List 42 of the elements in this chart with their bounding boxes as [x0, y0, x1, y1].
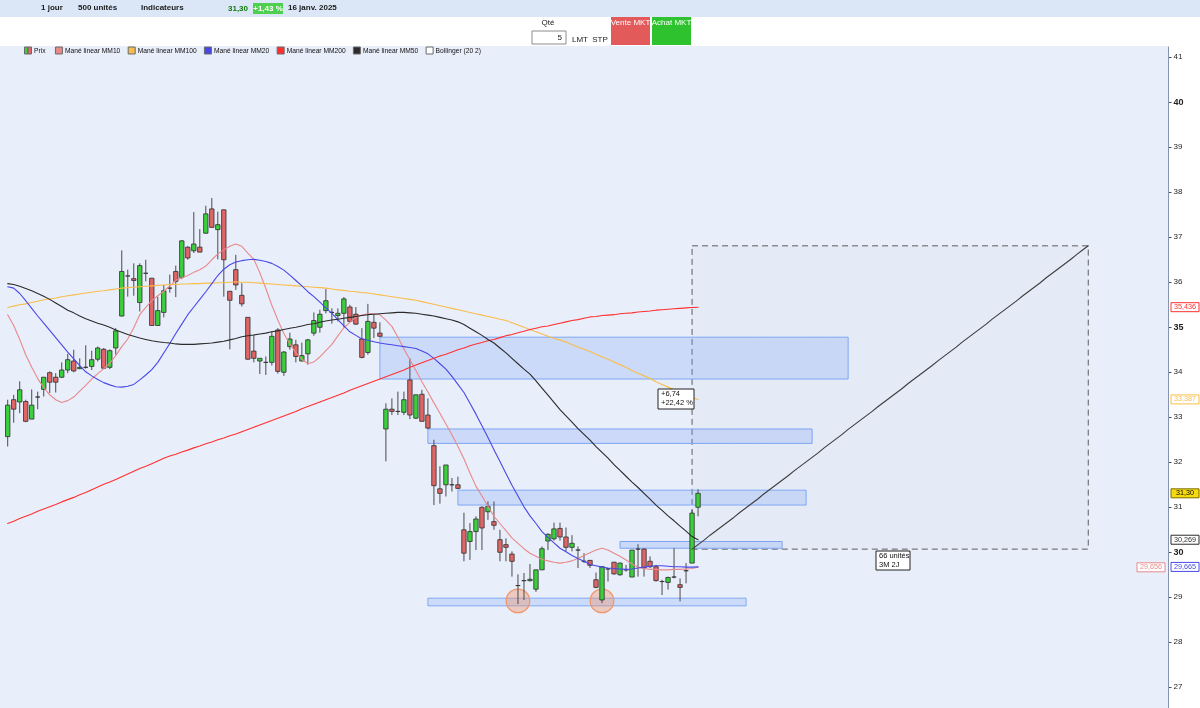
candlestick: [167, 274, 173, 294]
y-tick-label: 37: [1173, 232, 1183, 242]
text: 1 jour: [41, 3, 63, 12]
candlestick: [491, 500, 497, 531]
y-tick-label: 36: [1173, 277, 1183, 287]
text: 16 janv. 2025: [288, 3, 338, 12]
y-tick-label: 35: [1173, 322, 1184, 333]
y-tick-label: 31: [1173, 502, 1183, 512]
y-tick-label: 30: [1173, 547, 1184, 558]
text: 31,30: [228, 3, 249, 13]
y-tick-label: 41: [1173, 52, 1183, 62]
y-tick-label: 29: [1173, 592, 1183, 602]
candlestick: [677, 577, 683, 602]
text: LMT: [572, 35, 589, 44]
candlestick: [695, 488, 701, 517]
candlestick: [575, 545, 581, 569]
y-tick-label: 27: [1173, 682, 1183, 692]
text: Indicateurs: [141, 3, 185, 12]
line-series: [7, 306, 699, 525]
y-tick-label: 28: [1173, 637, 1183, 647]
candlestick: [323, 288, 329, 314]
text: Vente MKT: [610, 18, 651, 27]
candlestick: [239, 282, 245, 308]
candlestick: [437, 465, 443, 505]
y-tick-label: 38: [1173, 187, 1183, 197]
text: Qté: [541, 18, 555, 27]
y-tick-label: 32: [1173, 457, 1183, 467]
y-tick-label: 33: [1173, 412, 1183, 422]
candlestick: [509, 550, 515, 578]
y-tick-label: 40: [1173, 97, 1184, 108]
candlestick: [305, 338, 311, 366]
text: 500 unités: [78, 3, 118, 12]
candlestick: [233, 254, 239, 291]
candlestick: [113, 327, 119, 356]
text: 5: [557, 33, 563, 42]
candlestick: [227, 290, 233, 350]
y-tick-label: 39: [1173, 142, 1183, 152]
text: STP: [592, 35, 608, 44]
text: +1,43 %: [253, 3, 283, 13]
candlestick: [377, 321, 383, 338]
text: Achat MKT: [651, 18, 692, 27]
y-tick-label: 34: [1173, 367, 1183, 377]
